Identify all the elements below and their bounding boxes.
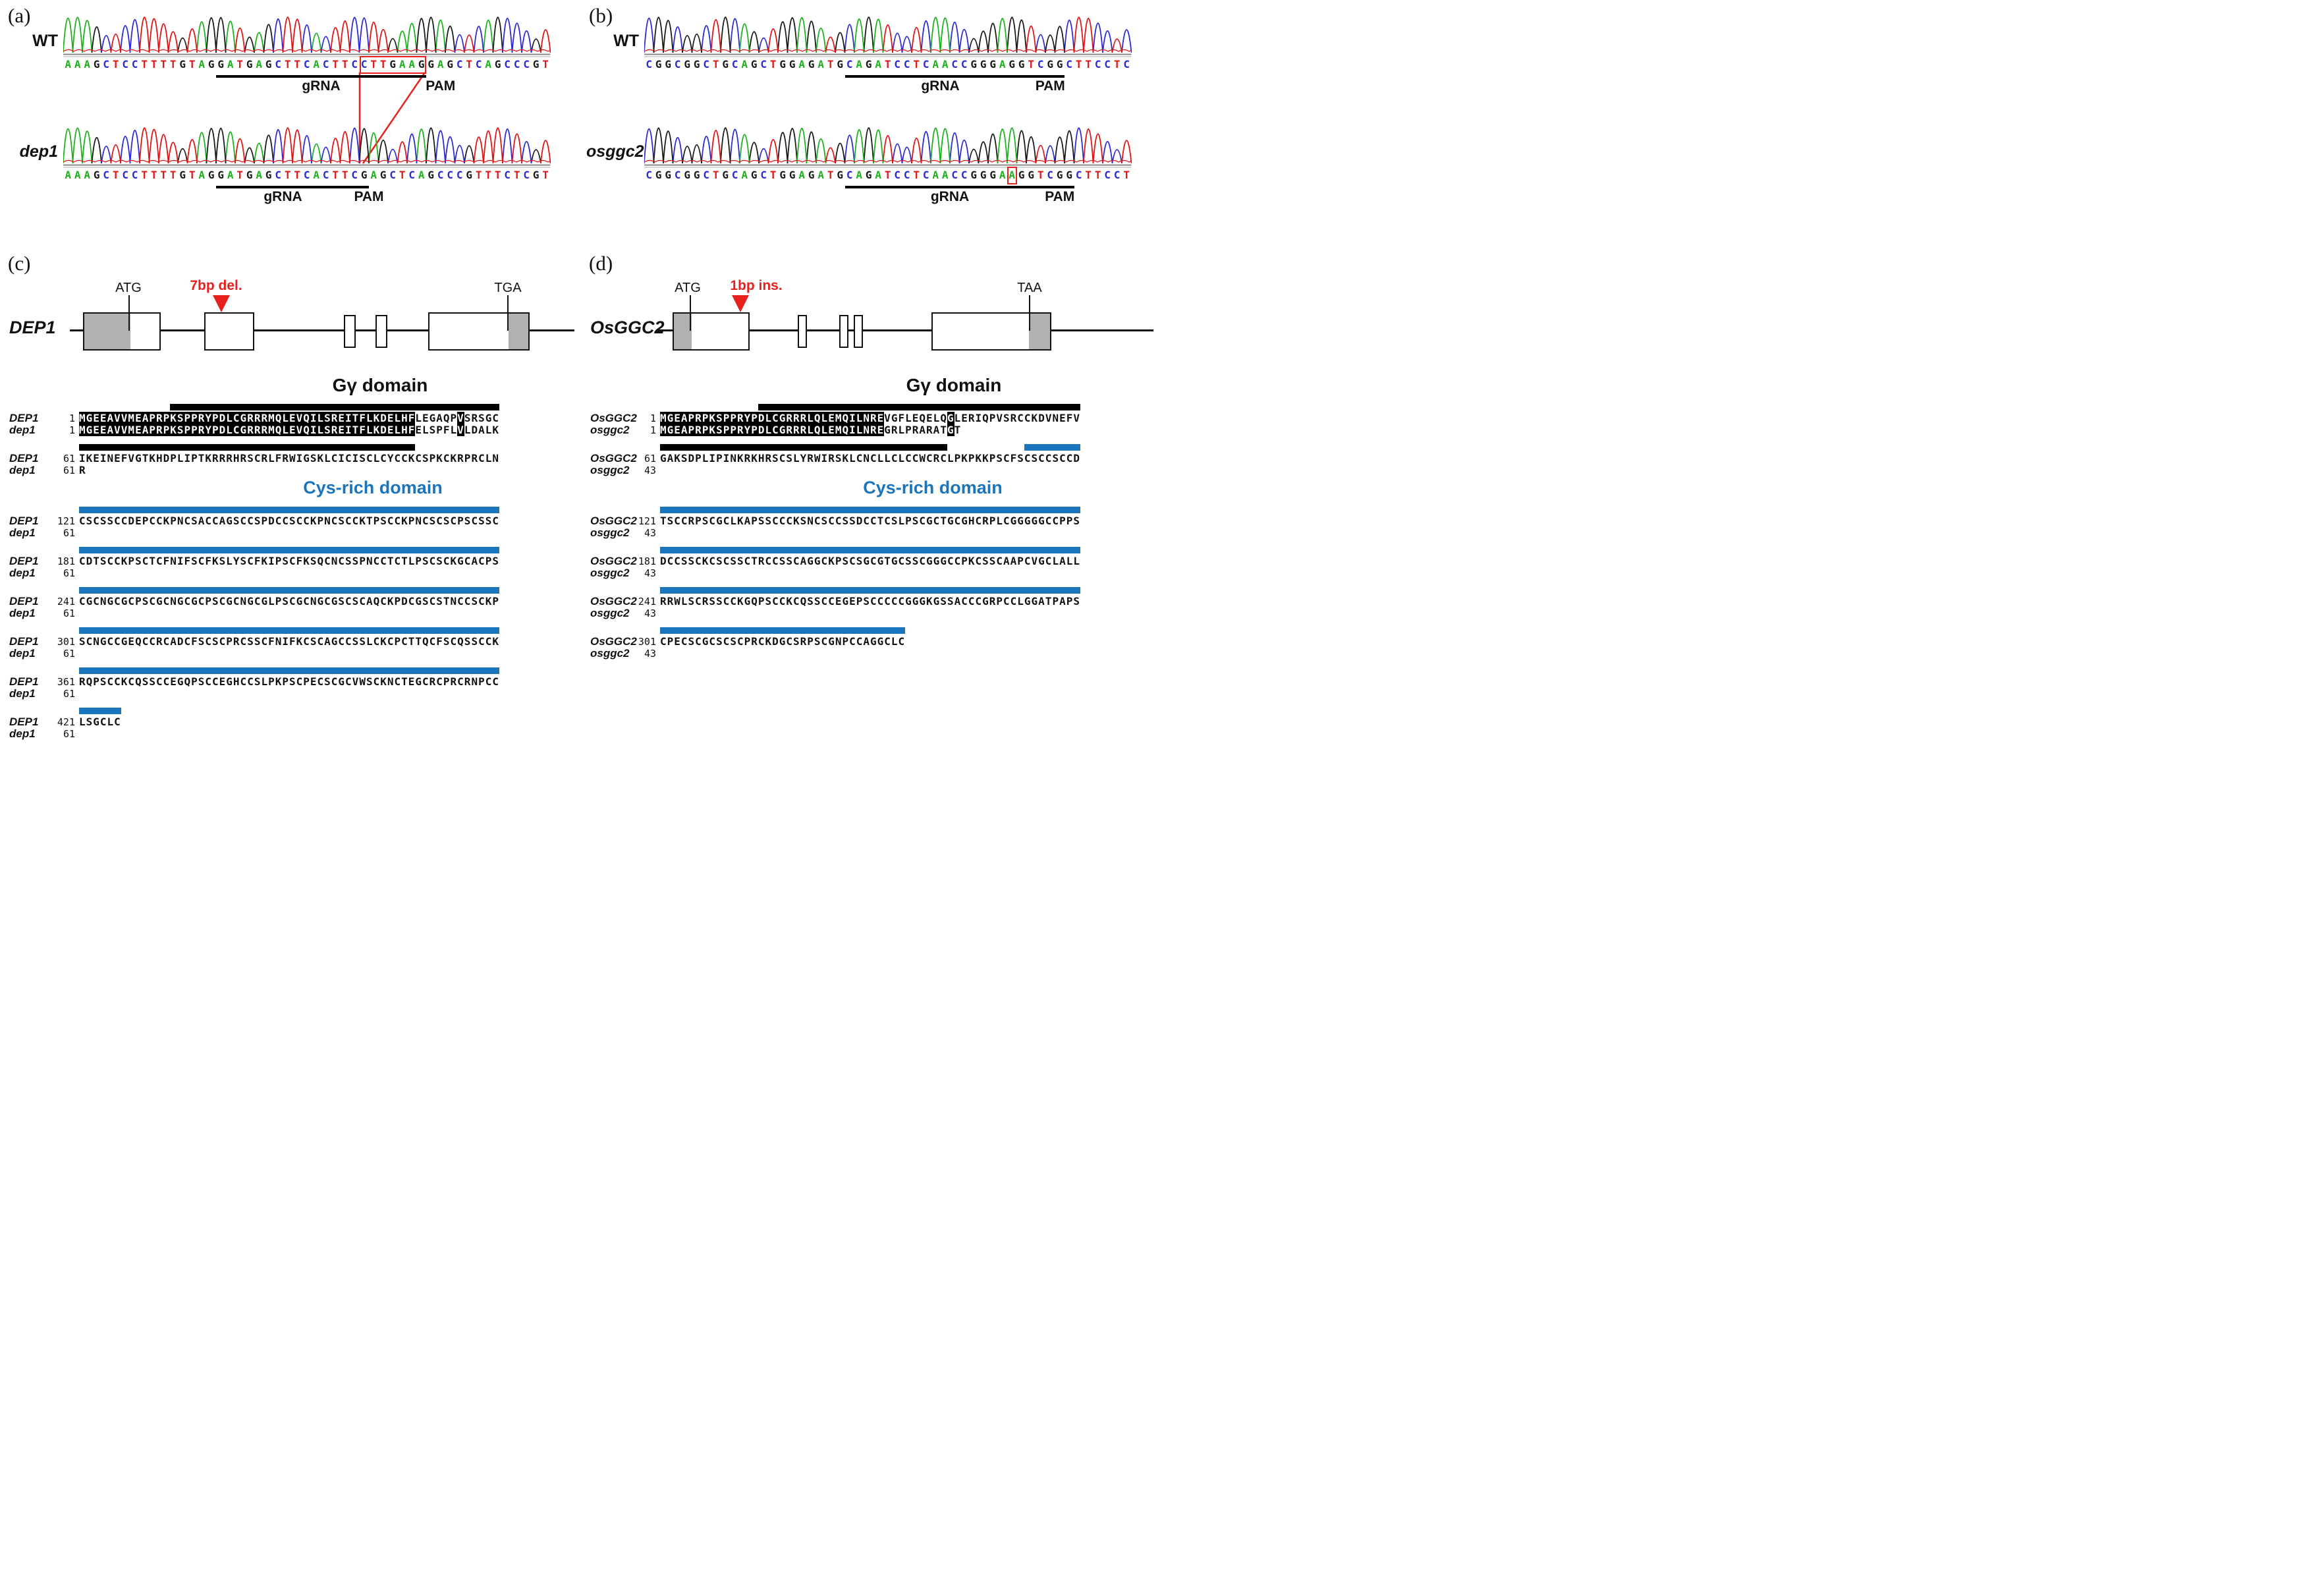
domain-bar <box>79 708 121 714</box>
exon-3 <box>839 315 848 348</box>
seq-pos: 1 <box>69 412 75 424</box>
domain-bar <box>79 627 499 634</box>
alignment-block: OsGGC2 241 RRWLSCRSSCCKGQPSCCKCQSSCCEGEPSC… <box>590 587 1091 619</box>
chromatogram-trace <box>63 127 551 168</box>
dep1-gene-diagram: DEP1 ATG 7bp del. TGA <box>9 278 576 363</box>
alignment-block: Gγ domain DEP1 1 MGEEAVVMEAPRPKSPPRYPDLCGR… <box>9 375 510 436</box>
cys-rich-domain-label: Cys-rich domain <box>303 478 443 497</box>
start-codon-tick <box>128 295 130 331</box>
start-codon-label: ATG <box>675 281 701 295</box>
deletion-triangle-icon <box>213 295 230 312</box>
row-label-osggc2: osggc2 <box>586 142 644 161</box>
domain-bar <box>170 404 499 410</box>
domain-bar <box>79 547 499 553</box>
domain-bar <box>1024 444 1080 451</box>
exon-2 <box>204 312 254 351</box>
insertion-triangle-icon <box>732 295 749 312</box>
chromatogram-trace <box>644 127 1132 168</box>
domain-bar <box>79 507 499 513</box>
alignment-block: DEP1 301 SCNGCCGEQCCRCADCFSCSCPRCSSCFNIFKC… <box>9 627 510 660</box>
stop-codon-tick <box>507 295 509 331</box>
exon-4 <box>854 315 863 348</box>
alignment-block: DEP1 361 RQPSCCKCQSSCCEGQPSCCEGHCCSLPKPSCP… <box>9 667 510 700</box>
utr-3prime <box>509 314 528 349</box>
mutation-label: 1bp ins. <box>730 278 783 293</box>
mutation-label: 7bp del. <box>190 278 242 293</box>
domain-bar <box>660 627 906 634</box>
panel-d-tag: (d) <box>589 252 613 275</box>
exon-1 <box>673 312 750 351</box>
chromatogram-trace <box>63 16 551 57</box>
stop-codon-tick <box>1029 295 1030 331</box>
protein-seq: MGEEAVVMEAPRPKSPPRYPDLCGRRRMQLEVQILSREIT… <box>79 412 499 424</box>
stop-codon-label: TGA <box>494 281 522 295</box>
stop-codon-label: TAA <box>1017 281 1042 295</box>
utr-3prime <box>1029 314 1050 349</box>
cys-rich-domain-label: Cys-rich domain <box>863 478 1003 497</box>
seq-name: dep1 <box>9 424 36 436</box>
protein-seq: MGEEAVVMEAPRPKSPPRYPDLCGRRRMQLEVQILSREIT… <box>79 424 499 436</box>
panel-d: (d) OsGGC2 ATG 1bp ins. TAA Gγ domain Os… <box>586 252 1161 787</box>
exon-1 <box>83 312 161 351</box>
deletion-fork-lines <box>358 72 426 164</box>
domain-bar <box>660 444 947 451</box>
chromatogram-trace <box>644 16 1132 57</box>
panel-c-tag: (c) <box>8 252 31 275</box>
utr-5prime <box>674 314 692 349</box>
dep1-alignment: Gγ domain DEP1 1 MGEEAVVMEAPRPKSPPRYPDLCGR… <box>9 374 510 748</box>
row-label-wt: WT <box>613 32 639 50</box>
domain-bar <box>758 404 1080 410</box>
seq-pos: 1 <box>69 424 75 436</box>
domain-bar <box>660 587 1080 594</box>
start-codon-tick <box>690 295 691 331</box>
alignment-block: OsGGC2 61 GAKSDPLIPINKRKHRSCSLYRWIRSKLCNCL… <box>590 444 1091 476</box>
domain-bar <box>660 547 1080 553</box>
alignment-block: OsGGC2 301 CPECSCGCSCSCPRCKDGCSRPSCGNPCCAG… <box>590 627 1091 660</box>
utr-5prime <box>84 314 130 349</box>
alignment-block: Cys-rich domain OsGGC2 121 TSCCRPSCGCLKAPS… <box>590 478 1080 539</box>
start-codon-label: ATG <box>115 281 142 295</box>
row-label-wt: WT <box>32 32 58 50</box>
alignment-block: DEP1 421 LSGCLC dep1 61 <box>9 708 510 740</box>
exon-4 <box>375 315 387 348</box>
ggamma-domain-label: Gγ domain <box>332 375 428 395</box>
exon-5 <box>428 312 530 351</box>
osggc2-alignment: Gγ domain OsGGC2 1 MGEAPRPKSPPRYPDLCGRRRLQ… <box>590 374 1091 667</box>
exon-5 <box>931 312 1051 351</box>
seq-name: DEP1 <box>9 412 39 424</box>
alignment-block: DEP1 181 CDTSCCKPSCTCFNIFSCFKSLYSCFKIPSCFK… <box>9 547 510 579</box>
row-label-dep1: dep1 <box>19 142 58 161</box>
exon-2 <box>798 315 807 348</box>
exon-3 <box>344 315 356 348</box>
alignment-block: Gγ domain OsGGC2 1 MGEAPRPKSPPRYPDLCGRRRLQ… <box>590 375 1080 436</box>
gene-name: OsGGC2 <box>590 318 665 337</box>
panel-b-tag: (b) <box>589 4 613 27</box>
domain-bar <box>79 587 499 594</box>
domain-bar <box>79 444 416 451</box>
gene-line <box>70 329 574 331</box>
gene-name: DEP1 <box>9 318 56 337</box>
alignment-block: DEP1 61 IKEINEFVGTKHDPLIPTKRRRHRSCRLFRWIGS… <box>9 444 510 476</box>
domain-bar <box>660 507 1080 513</box>
alignment-block: Cys-rich domain DEP1 121 CSCSSCCDEPCCKPNCS… <box>9 478 499 539</box>
gene-line <box>656 329 1153 331</box>
domain-bar <box>79 667 499 674</box>
panel-a-tag: (a) <box>8 4 31 27</box>
panel-c: (c) DEP1 ATG 7bp del. TGA Gγ domain DEP1… <box>5 252 580 787</box>
alignment-block: DEP1 241 CGCNGCGCPSCGCNGCGCPSCGCNGCGLPSCGC… <box>9 587 510 619</box>
ggamma-domain-label: Gγ domain <box>906 375 1002 395</box>
osggc2-gene-diagram: OsGGC2 ATG 1bp ins. TAA <box>590 278 1157 363</box>
alignment-block: OsGGC2 181 DCCSSCKCSCSSCTRCCSSCAGGCKPSCSGC… <box>590 547 1091 579</box>
